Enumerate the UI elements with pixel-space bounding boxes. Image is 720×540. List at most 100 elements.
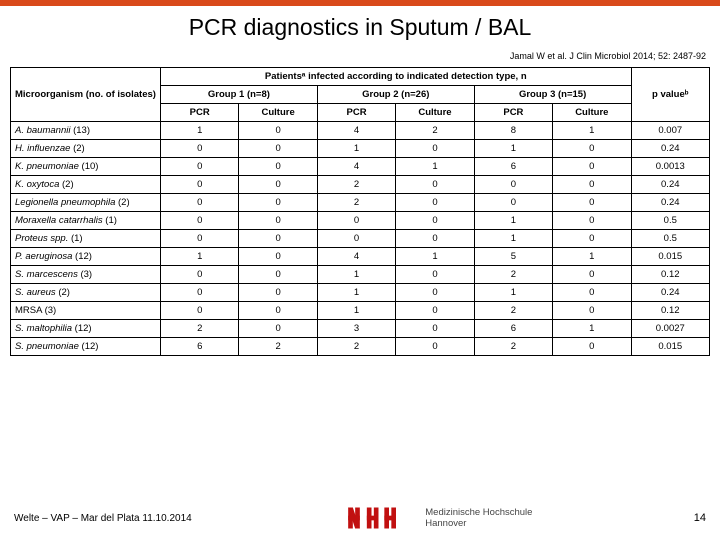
cell-value: 0 xyxy=(396,302,474,320)
header-sub: Culture xyxy=(239,104,317,122)
table-row: A. baumannii (13)1042810.007 xyxy=(11,122,710,140)
cell-value: 2 xyxy=(474,302,552,320)
cell-value: 3 xyxy=(317,320,395,338)
table-row: Legionella pneumophila (2)0020000.24 xyxy=(11,194,710,212)
cell-organism: P. aeruginosa (12) xyxy=(11,248,161,266)
cell-value: 2 xyxy=(396,122,474,140)
cell-value: 5 xyxy=(474,248,552,266)
cell-pvalue: 0.5 xyxy=(631,230,709,248)
cell-value: 1 xyxy=(474,140,552,158)
cell-value: 0 xyxy=(239,284,317,302)
cell-value: 1 xyxy=(317,284,395,302)
header-group1: Group 1 (n=8) xyxy=(161,86,318,104)
footer-bar: Welte – VAP – Mar del Plata 11.10.2014 M… xyxy=(0,496,720,540)
header-group3: Group 3 (n=15) xyxy=(474,86,631,104)
cell-value: 6 xyxy=(161,338,239,356)
cell-value: 4 xyxy=(317,248,395,266)
cell-value: 0 xyxy=(239,248,317,266)
header-sub: Culture xyxy=(396,104,474,122)
cell-pvalue: 0.5 xyxy=(631,212,709,230)
cell-value: 0 xyxy=(239,266,317,284)
cell-value: 6 xyxy=(474,320,552,338)
cell-value: 4 xyxy=(317,158,395,176)
cell-value: 0 xyxy=(396,194,474,212)
cell-value: 2 xyxy=(317,176,395,194)
cell-pvalue: 0.24 xyxy=(631,140,709,158)
cell-value: 2 xyxy=(239,338,317,356)
cell-value: 2 xyxy=(474,338,552,356)
cell-organism: A. baumannii (13) xyxy=(11,122,161,140)
cell-value: 0 xyxy=(239,122,317,140)
footer-logo-text: Medizinische Hochschule Hannover xyxy=(425,507,532,530)
cell-value: 0 xyxy=(474,194,552,212)
cell-organism: S. maltophilia (12) xyxy=(11,320,161,338)
cell-value: 1 xyxy=(553,320,631,338)
logo-line1: Medizinische Hochschule xyxy=(425,507,532,518)
cell-value: 1 xyxy=(553,122,631,140)
header-sub: PCR xyxy=(317,104,395,122)
cell-value: 0 xyxy=(239,320,317,338)
cell-value: 0 xyxy=(553,194,631,212)
cell-value: 0 xyxy=(553,266,631,284)
cell-pvalue: 0.015 xyxy=(631,338,709,356)
cell-value: 1 xyxy=(553,248,631,266)
footer-left-text: Welte – VAP – Mar del Plata 11.10.2014 xyxy=(14,513,192,524)
cell-value: 1 xyxy=(317,266,395,284)
cell-value: 0 xyxy=(553,176,631,194)
cell-organism: Legionella pneumophila (2) xyxy=(11,194,161,212)
table-row: H. influenzae (2)0010100.24 xyxy=(11,140,710,158)
header-group2: Group 2 (n=26) xyxy=(317,86,474,104)
cell-value: 0 xyxy=(239,194,317,212)
logo-line2: Hannover xyxy=(425,518,532,529)
header-organism: Microorganism (no. of isolates) xyxy=(11,68,161,122)
page-title: PCR diagnostics in Sputum / BAL xyxy=(0,14,720,41)
table-row: K. oxytoca (2)0020000.24 xyxy=(11,176,710,194)
cell-value: 0 xyxy=(553,158,631,176)
table-row: S. aureus (2)0010100.24 xyxy=(11,284,710,302)
cell-value: 0 xyxy=(239,158,317,176)
cell-pvalue: 0.12 xyxy=(631,302,709,320)
cell-value: 0 xyxy=(239,230,317,248)
header-sub: Culture xyxy=(553,104,631,122)
cell-value: 0 xyxy=(396,140,474,158)
citation-text: Jamal W et al. J Clin Microbiol 2014; 52… xyxy=(0,51,706,61)
cell-value: 0 xyxy=(239,302,317,320)
cell-value: 1 xyxy=(317,140,395,158)
cell-value: 2 xyxy=(317,338,395,356)
cell-value: 0 xyxy=(317,212,395,230)
footer-logo-block: Medizinische Hochschule Hannover xyxy=(347,504,532,532)
cell-value: 4 xyxy=(317,122,395,140)
table-row: MRSA (3)0010200.12 xyxy=(11,302,710,320)
cell-value: 0 xyxy=(239,176,317,194)
page-number: 14 xyxy=(688,512,706,524)
cell-organism: H. influenzae (2) xyxy=(11,140,161,158)
cell-value: 0 xyxy=(161,158,239,176)
cell-value: 0 xyxy=(239,212,317,230)
cell-value: 0 xyxy=(239,140,317,158)
cell-value: 0 xyxy=(161,140,239,158)
cell-value: 0 xyxy=(161,176,239,194)
cell-organism: S. marcescens (3) xyxy=(11,266,161,284)
cell-value: 2 xyxy=(474,266,552,284)
cell-value: 0 xyxy=(553,302,631,320)
cell-value: 2 xyxy=(161,320,239,338)
cell-organism: S. pneumoniae (12) xyxy=(11,338,161,356)
cell-value: 1 xyxy=(161,248,239,266)
cell-value: 0 xyxy=(474,176,552,194)
data-table: Microorganism (no. of isolates) Patients… xyxy=(10,67,710,356)
cell-value: 8 xyxy=(474,122,552,140)
header-super: Patientsᵃ infected according to indicate… xyxy=(161,68,632,86)
cell-value: 1 xyxy=(474,230,552,248)
header-pvalue: p valueᵇ xyxy=(631,68,709,122)
cell-organism: K. oxytoca (2) xyxy=(11,176,161,194)
cell-value: 0 xyxy=(553,284,631,302)
cell-value: 0 xyxy=(553,140,631,158)
cell-organism: K. pneumoniae (10) xyxy=(11,158,161,176)
cell-value: 0 xyxy=(396,230,474,248)
cell-value: 6 xyxy=(474,158,552,176)
cell-pvalue: 0.12 xyxy=(631,266,709,284)
table-row: Moraxella catarrhalis (1)0000100.5 xyxy=(11,212,710,230)
cell-value: 0 xyxy=(396,284,474,302)
header-sub: PCR xyxy=(474,104,552,122)
cell-value: 0 xyxy=(396,176,474,194)
